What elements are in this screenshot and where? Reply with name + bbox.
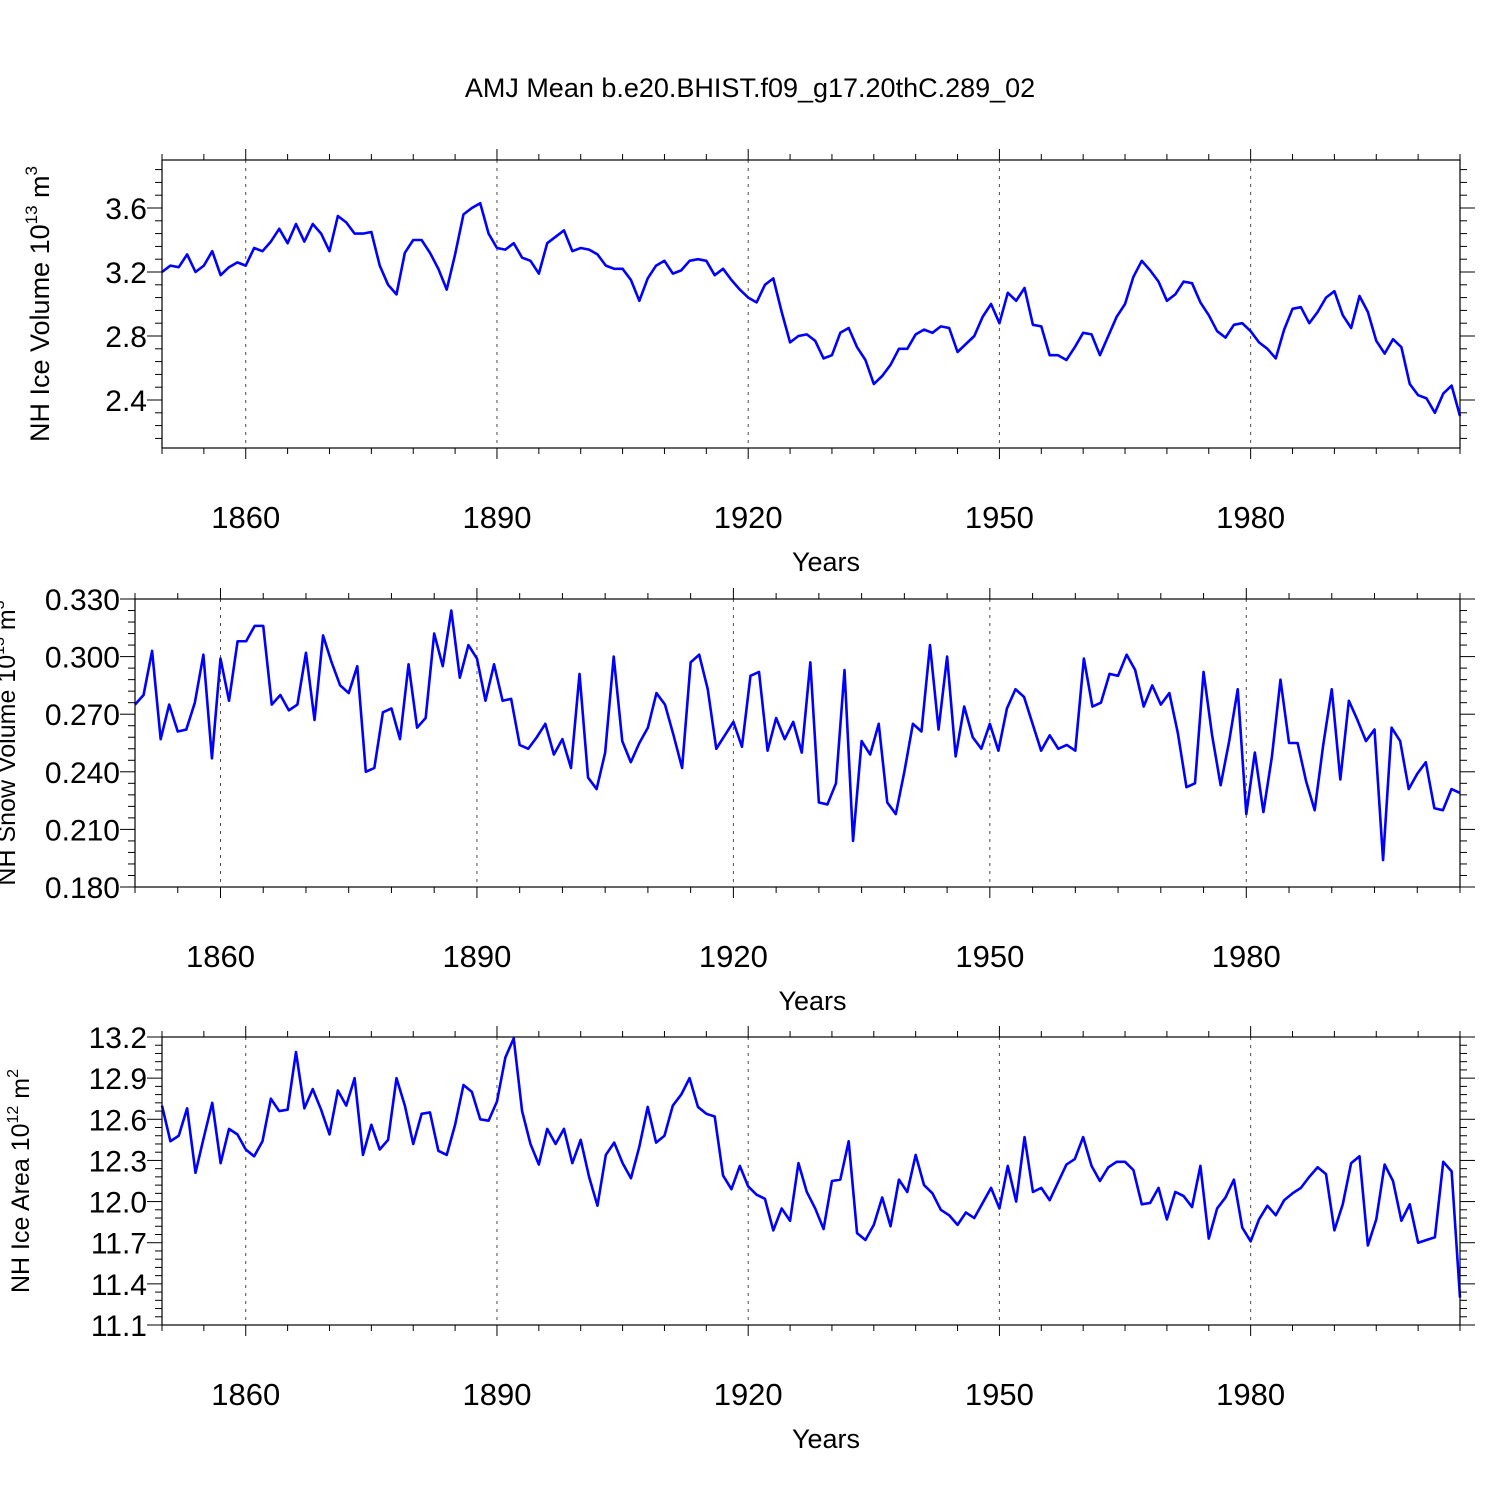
y-axis-label-superscript: 13	[0, 637, 8, 655]
y-tick-label: 13.2	[89, 1022, 147, 1055]
y-axis-label-part: m	[0, 609, 21, 637]
y-axis-label: NH Snow Volume 1013 m3	[0, 600, 21, 885]
y-tick-label: 0.300	[45, 642, 120, 675]
x-axis-label: Years	[778, 986, 846, 1016]
x-tick-label: 1860	[186, 939, 255, 974]
y-tick-label: 11.1	[91, 1310, 147, 1343]
y-tick-label: 11.7	[91, 1228, 147, 1261]
y-axis-label-part: m	[7, 1078, 35, 1106]
y-axis-label: NH Ice Volume 1013 m3	[22, 166, 55, 442]
y-tick-label: 3.2	[105, 257, 147, 290]
x-tick-label: 1890	[442, 939, 511, 974]
y-tick-label: 0.270	[45, 699, 120, 732]
y-tick-label: 11.4	[91, 1269, 147, 1302]
y-axis-label-superscript: 3	[0, 600, 8, 609]
x-axis-label: Years	[792, 1424, 860, 1454]
y-axis-label-superscript: 3	[22, 166, 41, 175]
x-tick-label: 1980	[1212, 939, 1281, 974]
y-axis-label-part: m	[25, 175, 55, 205]
plot-frame	[161, 159, 1461, 449]
y-axis-label-part: NH Ice Area 10	[7, 1123, 35, 1293]
y-tick-label: 0.180	[45, 872, 120, 905]
y-tick-label: 3.6	[105, 193, 147, 226]
y-axis-label-superscript: 12	[5, 1106, 22, 1124]
y-tick-label: 12.3	[89, 1145, 147, 1178]
ice-volume-panel: 1860 1890 1920 1950 1980 2.4 2.8 3.2 3.6 Years NH …	[22, 149, 1475, 577]
y-tick-label: 12.0	[89, 1187, 147, 1220]
series-line	[161, 201, 1462, 417]
y-tick-label: 2.8	[105, 321, 147, 354]
x-tick-label: 1950	[965, 1377, 1034, 1412]
x-tick-label: 1980	[1216, 1377, 1285, 1412]
y-tick-label: 2.4	[105, 385, 147, 418]
x-tick-label: 1950	[965, 500, 1034, 535]
x-tick-label: 1860	[211, 1377, 280, 1412]
figure-title: AMJ Mean b.e20.BHIST.f09_g17.20thC.289_0…	[465, 73, 1035, 103]
plot-frame	[134, 598, 1461, 888]
y-tick-label: 12.9	[89, 1063, 147, 1096]
x-tick-label: 1920	[699, 939, 768, 974]
snow-volume-panel: 1860 1890 1920 1950 1980 0.180 0.210 0.240 0.270…	[0, 584, 1475, 1016]
x-tick-label: 1980	[1216, 500, 1285, 535]
y-tick-label: 0.240	[45, 757, 120, 790]
x-tick-label: 1890	[462, 500, 531, 535]
y-axis-label-superscript: 13	[22, 205, 41, 224]
x-tick-label: 1890	[462, 1377, 531, 1412]
y-tick-label: 12.6	[89, 1104, 147, 1137]
x-tick-label: 1860	[211, 500, 280, 535]
series-line	[160, 1037, 1462, 1298]
x-tick-label: 1950	[955, 939, 1024, 974]
y-tick-label: 0.210	[45, 814, 120, 847]
y-axis-label-superscript: 2	[5, 1069, 22, 1078]
x-axis-label: Years	[792, 547, 860, 577]
ice-area-panel: 1860 1890 1920 1950 1980 11.1 11.4 11.7 12.0 12.3…	[5, 1022, 1475, 1454]
y-axis-label-part: NH Ice Volume 10	[25, 224, 55, 442]
plot-frame	[161, 1036, 1461, 1326]
series-line	[134, 609, 1461, 862]
x-tick-label: 1920	[714, 500, 783, 535]
y-axis-label: NH Ice Area 1012 m2	[5, 1069, 35, 1293]
y-tick-label: 0.330	[45, 584, 120, 617]
y-axis-label-part: NH Snow Volume 10	[0, 655, 21, 886]
x-tick-label: 1920	[714, 1377, 783, 1412]
